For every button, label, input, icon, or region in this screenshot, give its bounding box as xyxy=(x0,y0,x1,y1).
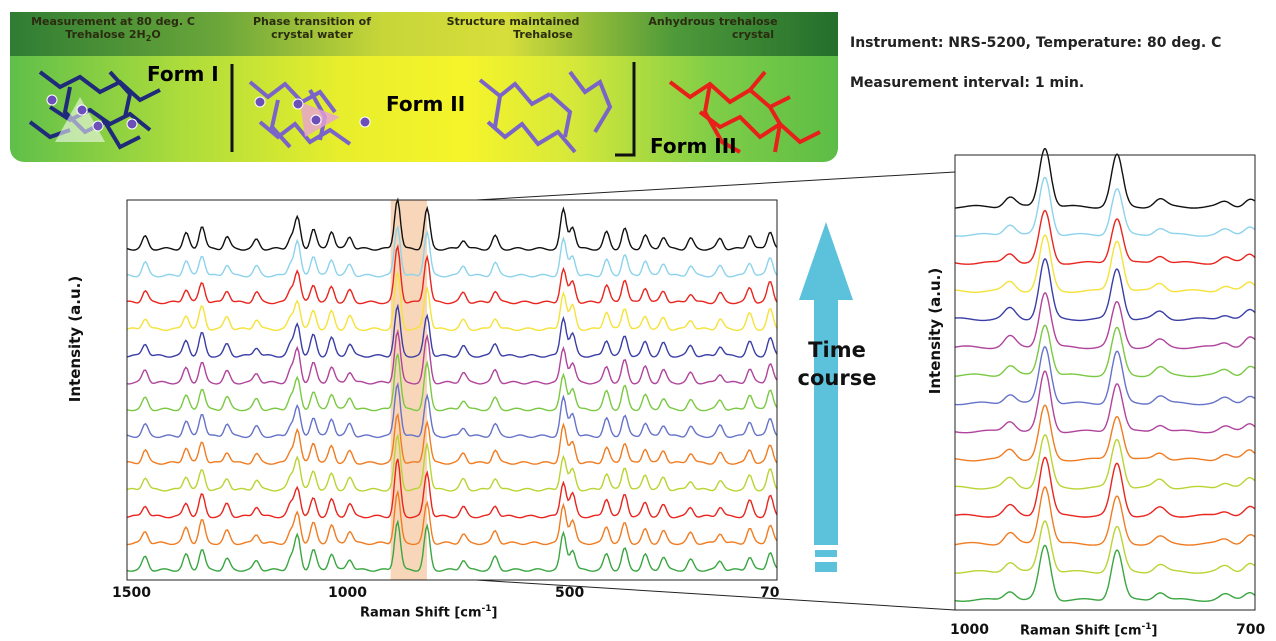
banner-col3-text: Structure maintained Trehalose xyxy=(438,15,588,41)
instrument-text: Instrument: NRS-5200, Temperature: 80 de… xyxy=(850,35,1222,51)
zoom-xtick-700: 700 xyxy=(1236,622,1266,638)
zoom-series-series-14 xyxy=(954,544,1256,602)
main-xtick-70: 70 xyxy=(760,585,780,601)
banner-col2-text: Phase transition of crystal water xyxy=(242,15,382,41)
zoom-series-series-9 xyxy=(954,404,1256,462)
banner-col3-line2: Trehalose xyxy=(513,28,573,41)
form3-molecule-icon xyxy=(668,70,821,154)
main-series-series-3 xyxy=(126,270,778,332)
banner-molecules xyxy=(28,62,821,157)
main-series-series-2 xyxy=(126,244,778,305)
zoom-plot-frame xyxy=(954,154,1256,611)
form1-water-icons xyxy=(46,94,138,132)
zoom-xtick-1000: 1000 xyxy=(950,622,989,638)
zoom-series-series-8 xyxy=(954,370,1256,434)
zoom-xlabel-sup: -1 xyxy=(1141,622,1152,632)
form-transition-banner: Measurement at 80 deg. C Trehalose 2H2O … xyxy=(10,12,838,162)
zoom-line-bottom xyxy=(475,579,956,611)
banner-col4-line2: crystal xyxy=(731,28,775,41)
zoom-series-series-6 xyxy=(954,324,1256,378)
zoom-xlabel-text: Raman Shift [cm xyxy=(1020,623,1142,639)
banner-col4-line1: Anhydrous trehalose xyxy=(648,15,778,28)
form1-triangle-icon xyxy=(55,97,105,142)
main-series-series-10 xyxy=(126,458,778,519)
main-series-series-7 xyxy=(126,381,778,439)
zoom-series-series-5 xyxy=(954,291,1256,350)
banner-col3-line1: Structure maintained xyxy=(446,15,580,28)
time-course-line2: course xyxy=(797,366,877,390)
main-ylabel: Intensity (a.u.) xyxy=(66,275,84,403)
banner-col1-line2: Trehalose 2H xyxy=(65,28,146,41)
main-series-group xyxy=(126,197,778,572)
zoom-ylabel: Intensity (a.u.) xyxy=(926,267,944,395)
form3-label: Form III xyxy=(650,134,737,158)
banner-header xyxy=(10,12,838,56)
zoom-series-series-4 xyxy=(955,257,1256,322)
banner-col4-text: Anhydrous trehalose crystal xyxy=(638,15,788,41)
form2-label: Form II xyxy=(386,92,466,116)
zoom-series-series-11 xyxy=(954,456,1256,518)
time-course-arrow-icon xyxy=(799,222,853,545)
main-plot-frame xyxy=(126,199,778,581)
time-course-label: Time course xyxy=(792,336,882,392)
main-xlabel: Raman Shift [cm-1] xyxy=(360,604,498,620)
main-xtick-1500: 1500 xyxy=(112,585,151,601)
main-series-series-1 xyxy=(126,224,778,278)
divider-2 xyxy=(615,62,636,157)
arrow-dash-1 xyxy=(815,550,837,557)
main-xlabel-end: ] xyxy=(491,605,498,621)
main-series-series-12 xyxy=(126,519,778,572)
zoom-series-series-0 xyxy=(954,147,1256,209)
zoom-series-series-1 xyxy=(954,176,1256,237)
zoom-series-series-13 xyxy=(955,520,1256,574)
main-series-series-8 xyxy=(127,412,778,465)
main-series-series-4 xyxy=(126,303,778,358)
zoom-series-series-2 xyxy=(954,209,1256,265)
main-xtick-1000: 1000 xyxy=(328,585,367,601)
banner-col1-sub: 2 xyxy=(145,34,152,44)
form2-molecule-icon xyxy=(248,80,352,149)
main-xlabel-text: Raman Shift [cm xyxy=(360,605,482,621)
banner-col2-line2: crystal water xyxy=(271,28,353,41)
zoom-series-series-7 xyxy=(955,346,1256,406)
banner-col2-line1: Phase transition of xyxy=(253,15,371,28)
zoom-xlabel: Raman Shift [cm-1] xyxy=(1020,622,1158,638)
form2-water-icons xyxy=(254,96,371,128)
banner-col1-text: Measurement at 80 deg. C Trehalose 2H2O xyxy=(28,15,198,45)
zoom-xlabel-end: ] xyxy=(1151,623,1158,639)
zoom-series-series-3 xyxy=(955,234,1256,293)
main-xlabel-sup: -1 xyxy=(481,604,492,614)
main-series-series-11 xyxy=(127,489,778,546)
main-series-series-0 xyxy=(126,197,778,251)
banner-col1-line1: Measurement at 80 deg. C xyxy=(31,15,195,28)
arrow-dash-2 xyxy=(815,562,837,572)
zoom-line-top xyxy=(475,171,956,201)
zoom-series-series-12 xyxy=(954,486,1256,546)
form2b-molecule-icon xyxy=(478,70,613,154)
main-series-series-6 xyxy=(126,353,778,412)
main-series-series-9 xyxy=(126,433,778,492)
form1-label: Form I xyxy=(147,62,219,86)
interval-text: Measurement interval: 1 min. xyxy=(850,75,1085,91)
zoom-series-group xyxy=(954,147,1256,602)
time-course-line1: Time xyxy=(808,338,866,362)
zoom-series-series-10 xyxy=(955,434,1256,490)
banner-col1-suffix: O xyxy=(151,28,161,41)
main-xtick-500: 500 xyxy=(555,585,585,601)
main-series-series-5 xyxy=(126,328,778,385)
